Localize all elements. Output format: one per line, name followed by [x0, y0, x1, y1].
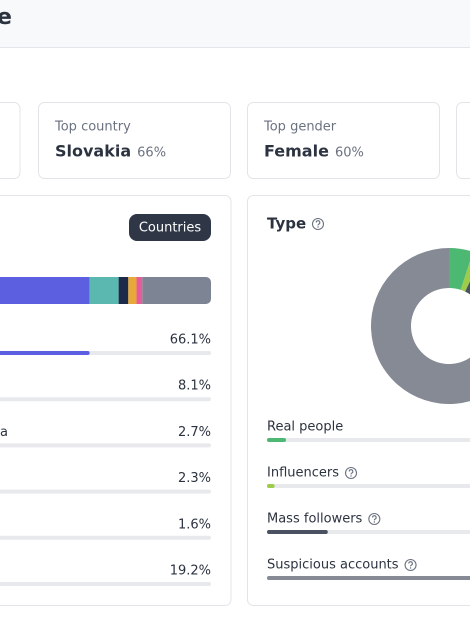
stat-value: Female	[264, 142, 329, 161]
type-label: Real people	[267, 420, 343, 435]
stacked-segment	[136, 277, 143, 304]
stat-card	[456, 102, 470, 179]
countries-button[interactable]	[129, 214, 211, 241]
progress-fill	[0, 351, 90, 355]
progress-track	[0, 397, 211, 402]
countries-button-label[interactable]: Countries	[139, 221, 202, 236]
stat-share: 66%	[137, 146, 166, 161]
type-bar	[267, 484, 275, 488]
top-bar	[0, 0, 470, 47]
progress-track	[0, 489, 211, 494]
progress-track	[0, 582, 211, 586]
progress-track	[0, 443, 211, 448]
country-share: 2.3%	[178, 471, 211, 486]
stat-card	[247, 102, 440, 179]
type-bar	[267, 438, 286, 442]
donut-segment	[371, 248, 470, 404]
stacked-segment	[89, 277, 119, 304]
country-share: 66.1%	[170, 333, 211, 348]
type-label: Mass followers	[267, 512, 363, 527]
help-icon[interactable]	[404, 558, 417, 572]
country-share: 1.6%	[178, 517, 211, 532]
help-icon[interactable]	[344, 466, 358, 480]
stat-value: Slovakia	[55, 142, 131, 161]
stat-share: 60%	[335, 146, 364, 161]
help-icon[interactable]	[311, 217, 325, 231]
type-bar	[267, 530, 328, 534]
stat-label: Top gender	[263, 120, 337, 135]
country-share: 19.2%	[170, 564, 211, 579]
stat-label: Top country	[54, 120, 131, 135]
country-name: a	[0, 425, 8, 440]
stacked-bar	[0, 277, 211, 304]
country-share: 8.1%	[178, 379, 211, 394]
progress-track	[0, 535, 211, 540]
help-icon[interactable]	[368, 512, 381, 526]
page-title: e	[0, 5, 12, 30]
country-share: 2.7%	[178, 425, 211, 440]
stacked-segment	[142, 277, 211, 304]
type-title: Type	[267, 215, 306, 233]
stacked-segment	[118, 277, 129, 304]
donut-segment	[449, 248, 470, 290]
type-label: Influencers	[267, 466, 339, 481]
donut-segment	[460, 261, 470, 292]
type-track	[267, 438, 470, 442]
stat-card	[38, 102, 231, 179]
type-bar	[267, 576, 470, 580]
type-track	[267, 484, 470, 488]
stat-card	[0, 102, 21, 179]
type-label: Suspicious accounts	[267, 558, 399, 573]
donut-segment	[465, 281, 470, 295]
stacked-segment	[128, 277, 137, 304]
stacked-segment	[0, 277, 90, 304]
